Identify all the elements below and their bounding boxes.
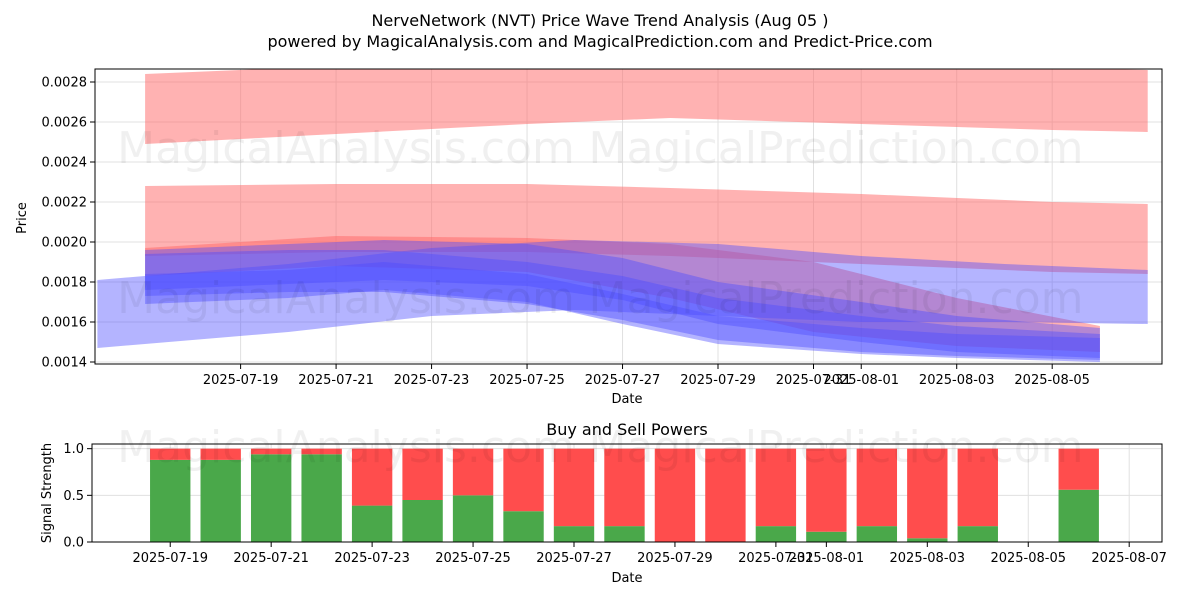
- bar-chart-title: Buy and Sell Powers: [546, 420, 708, 439]
- signal-x-tick-label: 2025-07-31: [738, 551, 814, 566]
- sell-bar: [503, 448, 544, 512]
- signal-x-tick-label: 2025-07-25: [435, 551, 511, 566]
- buy-bar: [604, 526, 645, 542]
- buy-bar: [402, 500, 443, 542]
- signal-x-axis-label: Date: [611, 571, 642, 586]
- signal-y-axis-label: Signal Strength: [40, 443, 55, 543]
- signal-x-tick-label: 2025-08-01: [789, 551, 865, 566]
- price-y-tick-label: 0.0016: [42, 316, 88, 331]
- price-bands: [97, 69, 1148, 362]
- price-x-tick-label: 2025-07-25: [489, 373, 565, 388]
- signal-y-tick-label: 0.5: [63, 489, 84, 504]
- price-x-axis-label: Date: [611, 392, 642, 407]
- sell-bar: [1058, 448, 1099, 490]
- sell-bar: [402, 448, 443, 500]
- sell-bar: [250, 448, 292, 455]
- price-axes: 2025-07-19 2025-07-21 2025-07-23 2025-07-25…: [42, 68, 1163, 388]
- price-x-tick-label: 2025-08-05: [1014, 373, 1090, 388]
- buy-bar: [150, 459, 191, 542]
- watermark-analysis-bottom: MagicalAnalysis.com: [117, 422, 575, 473]
- buy-bar: [806, 531, 847, 542]
- sell-bar: [907, 448, 948, 539]
- buy-bar: [1058, 489, 1099, 542]
- blue-wave-band: [97, 240, 1148, 348]
- watermark-prediction-mid: MagicalPrediction.com: [589, 273, 1084, 324]
- price-plot-frame: [94, 68, 1163, 365]
- price-x-tick-label: 2025-07-27: [585, 373, 661, 388]
- signal-y-tick-label: 0.0: [63, 536, 84, 551]
- price-y-axis-label: Price: [15, 202, 30, 234]
- price-y-tick-label: 0.0018: [42, 276, 88, 291]
- signal-x-tick-label: 2025-08-03: [890, 551, 966, 566]
- sell-bar: [755, 448, 797, 527]
- buy-bar: [907, 538, 948, 542]
- buy-bar: [351, 505, 393, 542]
- sell-bar: [553, 448, 595, 527]
- signal-x-tick-label: 2025-07-29: [637, 551, 713, 566]
- price-x-tick-label: 2025-07-21: [298, 373, 374, 388]
- red-wave-band: [145, 69, 1148, 144]
- blue-wave-band: [145, 240, 1100, 358]
- watermark-prediction-top: MagicalPrediction.com: [589, 123, 1084, 174]
- buy-bar: [503, 511, 544, 542]
- price-y-tick-label: 0.0026: [42, 116, 88, 131]
- red-wave-band: [145, 236, 1100, 352]
- price-x-tick-label: 2025-07-19: [203, 373, 279, 388]
- watermark-prediction-bottom: MagicalPrediction.com: [589, 422, 1084, 473]
- sell-bar: [351, 448, 393, 506]
- sell-bar: [957, 448, 998, 527]
- signal-x-tick-label: 2025-07-21: [233, 551, 309, 566]
- sell-bar: [452, 448, 494, 496]
- sell-bar: [654, 448, 696, 542]
- signal-axes: 2025-07-19 2025-07-21 2025-07-23 2025-07-25…: [63, 442, 1167, 566]
- signal-x-tick-label: 2025-07-23: [334, 551, 410, 566]
- sell-bar: [150, 448, 191, 460]
- price-x-tick-label: 2025-07-31: [776, 373, 852, 388]
- buy-bar: [452, 495, 494, 542]
- price-y-tick-label: 0.0014: [42, 356, 88, 371]
- price-y-tick-label: 0.0028: [42, 76, 88, 91]
- price-x-tick-label: 2025-08-03: [919, 373, 995, 388]
- signal-x-tick-label: 2025-07-19: [132, 551, 208, 566]
- signal-bars: [150, 448, 1099, 542]
- price-x-tick-label: 2025-08-01: [823, 373, 899, 388]
- sell-bar: [301, 448, 342, 455]
- sell-bar: [806, 448, 847, 532]
- sell-bar: [200, 448, 241, 460]
- chart-subtitle: powered by MagicalAnalysis.com and Magic…: [267, 32, 932, 51]
- blue-wave-band: [145, 250, 1100, 360]
- buy-bar: [553, 526, 595, 542]
- price-x-tick-label: 2025-07-23: [394, 373, 470, 388]
- buy-bar: [755, 526, 797, 542]
- buy-bar: [856, 526, 898, 542]
- signal-x-tick-label: 2025-07-27: [536, 551, 612, 566]
- buy-bar: [250, 454, 292, 542]
- signal-plot-frame: [91, 443, 1163, 543]
- buy-bar: [301, 454, 342, 542]
- price-y-tick-label: 0.0022: [42, 196, 88, 211]
- sell-bar: [604, 448, 645, 527]
- signal-x-tick-label: 2025-08-07: [1091, 551, 1167, 566]
- price-y-tick-label: 0.0020: [42, 236, 88, 251]
- price-x-tick-label: 2025-07-29: [680, 373, 756, 388]
- sell-bar: [705, 448, 746, 542]
- chart-title: NerveNetwork (NVT) Price Wave Trend Anal…: [371, 11, 828, 30]
- signal-y-tick-label: 1.0: [63, 442, 84, 457]
- sell-bar: [856, 448, 898, 527]
- blue-wave-band: [145, 262, 1100, 362]
- price-y-tick-label: 0.0024: [42, 156, 88, 171]
- buy-bar: [957, 526, 998, 542]
- buy-bar: [200, 459, 241, 542]
- watermark-analysis-mid: MagicalAnalysis.com: [117, 273, 575, 324]
- signal-x-tick-label: 2025-08-05: [990, 551, 1066, 566]
- watermark-analysis-top: MagicalAnalysis.com: [117, 123, 575, 174]
